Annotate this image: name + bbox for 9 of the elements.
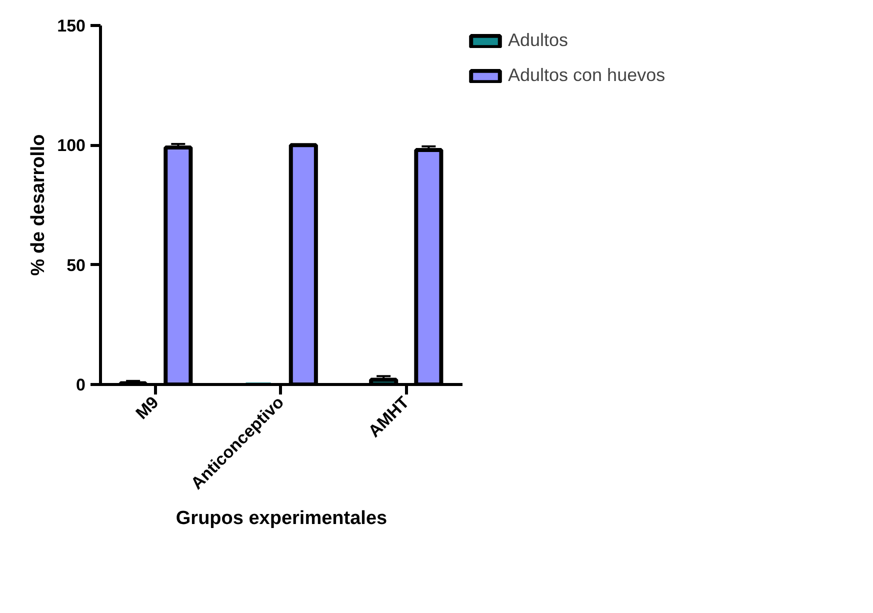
y-tick-label: 0 (76, 376, 86, 394)
legend-label: Adultos (508, 30, 568, 51)
legend-label: Adultos con huevos (508, 65, 666, 86)
x-axis-title: Grupos experimentales (176, 508, 388, 529)
x-tick-label: M9 (132, 392, 162, 423)
y-tick-label: 50 (66, 256, 86, 275)
y-tick-label: 150 (57, 16, 86, 36)
y-tick-label: 100 (57, 136, 86, 156)
y-axis-title: % de desarrollo (28, 134, 50, 276)
